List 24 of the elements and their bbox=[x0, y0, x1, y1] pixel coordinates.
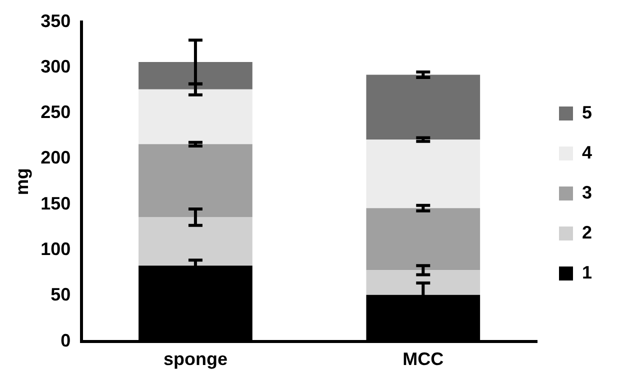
bar bbox=[366, 74, 480, 140]
y-tick-label: 200 bbox=[40, 148, 71, 168]
legend-label: 4 bbox=[582, 142, 592, 162]
bar bbox=[366, 208, 480, 270]
x-tick-label: MCC bbox=[402, 349, 444, 370]
y-tick-label: 50 bbox=[50, 284, 71, 305]
legend-label: 3 bbox=[582, 182, 592, 202]
y-tick-label: 150 bbox=[40, 193, 71, 214]
x-tick-label: sponge bbox=[163, 349, 228, 370]
y-tick-label: 250 bbox=[40, 102, 71, 122]
y-axis-title: mg bbox=[12, 168, 32, 196]
y-tick-label: 0 bbox=[60, 330, 71, 350]
y-tick-label: 300 bbox=[40, 56, 71, 76]
legend-label: 1 bbox=[582, 262, 592, 282]
bar bbox=[138, 89, 252, 144]
legend-label: 5 bbox=[582, 102, 592, 122]
legend-label: 2 bbox=[582, 222, 592, 242]
bar bbox=[366, 270, 480, 295]
y-tick-label: 350 bbox=[40, 10, 71, 31]
y-tick-label: 100 bbox=[40, 239, 71, 260]
bar bbox=[138, 62, 252, 90]
bar bbox=[366, 140, 480, 208]
bar bbox=[138, 217, 252, 266]
bar bbox=[138, 144, 252, 218]
